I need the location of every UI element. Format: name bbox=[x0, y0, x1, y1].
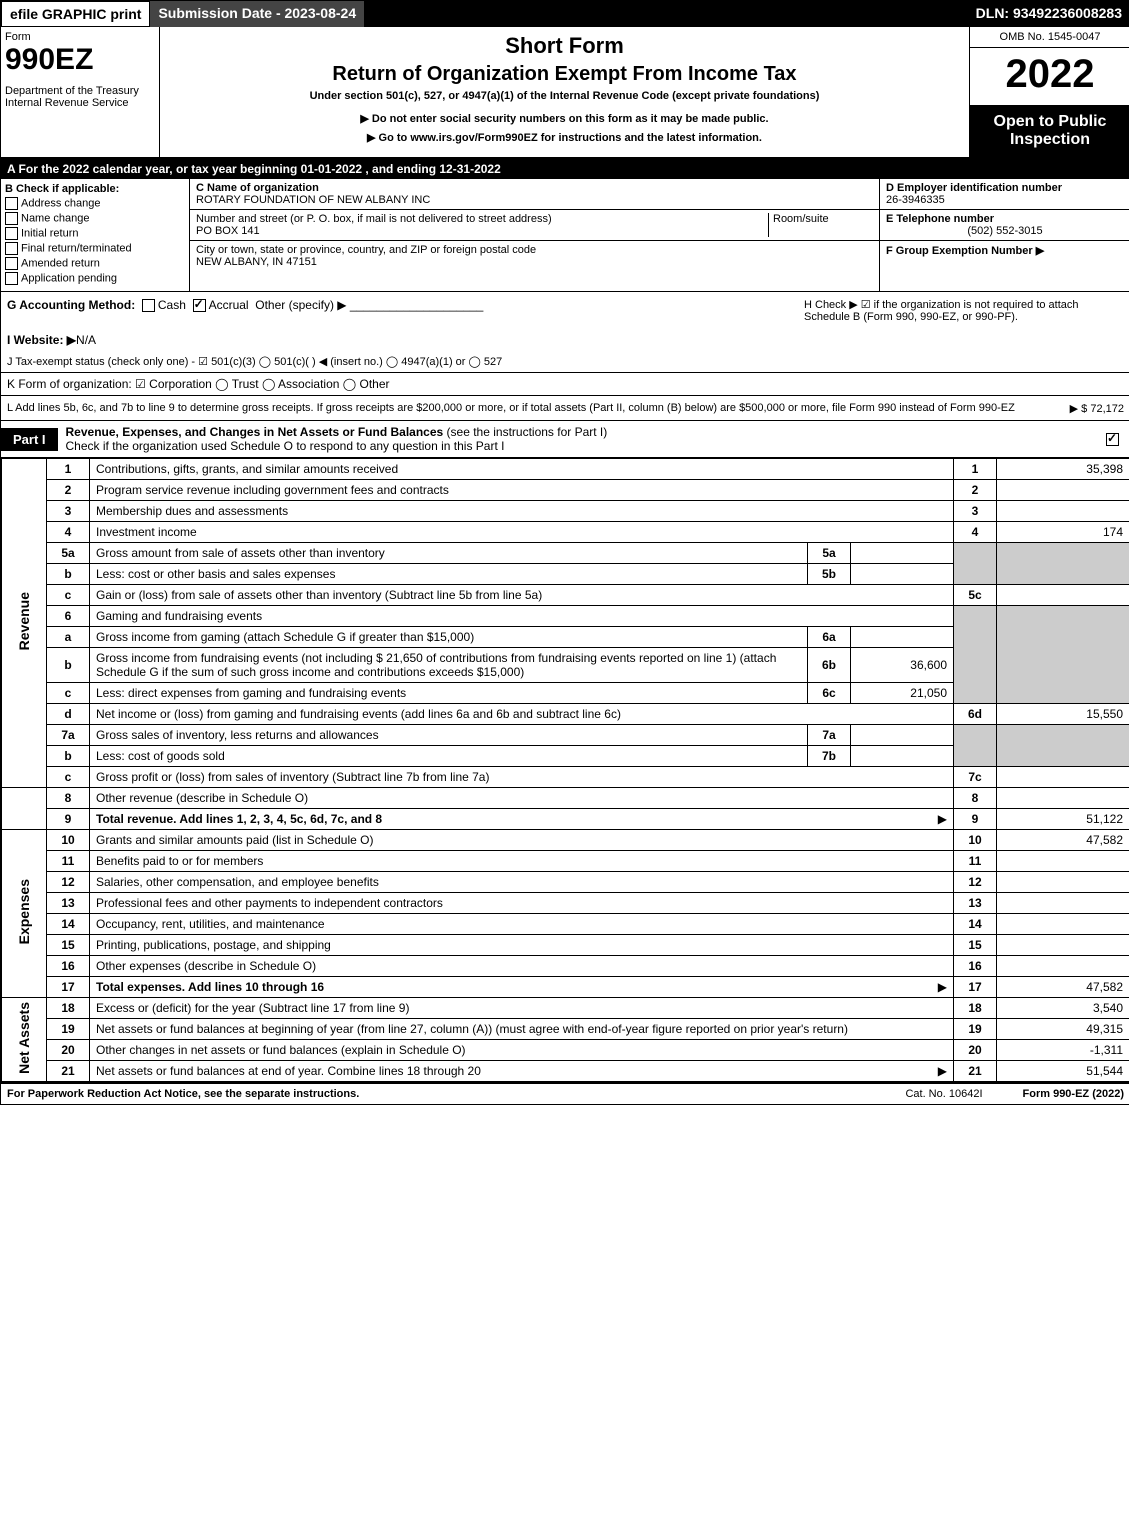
chk-address-change[interactable]: Address change bbox=[5, 197, 185, 210]
chk-application-pending[interactable]: Application pending bbox=[5, 272, 185, 285]
title-short-form: Short Form bbox=[166, 33, 963, 59]
group-exemption-label: F Group Exemption Number ▶ bbox=[886, 245, 1044, 257]
title-return: Return of Organization Exempt From Incom… bbox=[166, 63, 963, 86]
line-a: A For the 2022 calendar year, or tax yea… bbox=[1, 159, 1129, 179]
col-c: C Name of organization ROTARY FOUNDATION… bbox=[190, 179, 879, 291]
department: Department of the Treasury Internal Reve… bbox=[5, 85, 155, 109]
revenue-table: Revenue 1 Contributions, gifts, grants, … bbox=[1, 458, 1129, 1082]
subtitle-goto: ▶ Go to www.irs.gov/Form990EZ for instru… bbox=[166, 131, 963, 144]
org-address: PO BOX 141 bbox=[196, 225, 260, 237]
c-addr-label: Number and street (or P. O. box, if mail… bbox=[196, 213, 552, 225]
part-i-subtitle: (see the instructions for Part I) bbox=[447, 425, 608, 439]
line-i: I Website: ▶N/A bbox=[1, 329, 1129, 351]
chk-name-change[interactable]: Name change bbox=[5, 212, 185, 225]
c-city-label: City or town, state or province, country… bbox=[196, 244, 536, 256]
top-bar: efile GRAPHIC print Submission Date - 20… bbox=[1, 1, 1129, 27]
section-b-c-d: B Check if applicable: Address change Na… bbox=[1, 179, 1129, 292]
chk-initial-return[interactable]: Initial return bbox=[5, 227, 185, 240]
tel-value: (502) 552-3015 bbox=[886, 225, 1124, 237]
expenses-side-label: Expenses bbox=[2, 830, 47, 998]
line-k: K Form of organization: ☑ Corporation ◯ … bbox=[1, 372, 1129, 396]
revenue-side-label: Revenue bbox=[2, 459, 47, 788]
open-inspection: Open to Public Inspection bbox=[970, 105, 1129, 157]
part-i-checkbox[interactable] bbox=[1106, 433, 1119, 446]
ein-value: 26-3946335 bbox=[886, 194, 945, 206]
footer-left: For Paperwork Reduction Act Notice, see … bbox=[7, 1088, 865, 1100]
page-footer: For Paperwork Reduction Act Notice, see … bbox=[1, 1082, 1129, 1104]
form-number: 990EZ bbox=[5, 43, 155, 77]
org-city: NEW ALBANY, IN 47151 bbox=[196, 256, 317, 268]
part-i-title: Revenue, Expenses, and Changes in Net As… bbox=[66, 425, 444, 439]
footer-cat: Cat. No. 10642I bbox=[905, 1088, 982, 1100]
submission-date: Submission Date - 2023-08-24 bbox=[150, 1, 364, 27]
room-label: Room/suite bbox=[773, 213, 829, 225]
line-j: J Tax-exempt status (check only one) - ☑… bbox=[1, 351, 1129, 372]
line-l-amount: ▶ $ 72,172 bbox=[1070, 402, 1124, 415]
footer-form: Form 990-EZ (2022) bbox=[1023, 1088, 1124, 1100]
line-l: L Add lines 5b, 6c, and 7b to line 9 to … bbox=[1, 396, 1129, 420]
col-b: B Check if applicable: Address change Na… bbox=[1, 179, 190, 291]
chk-amended-return[interactable]: Amended return bbox=[5, 257, 185, 270]
efile-label: efile GRAPHIC print bbox=[1, 1, 150, 27]
dln: DLN: 93492236008283 bbox=[968, 1, 1129, 27]
part-i-header: Part I Revenue, Expenses, and Changes in… bbox=[1, 420, 1129, 458]
g-label: G Accounting Method: bbox=[7, 298, 135, 312]
col-d: D Employer identification number 26-3946… bbox=[879, 179, 1129, 291]
omb-number: OMB No. 1545-0047 bbox=[970, 27, 1129, 48]
tel-label: E Telephone number bbox=[886, 213, 994, 225]
org-name: ROTARY FOUNDATION OF NEW ALBANY INC bbox=[196, 194, 430, 206]
tax-year: 2022 bbox=[970, 48, 1129, 101]
chk-final-return[interactable]: Final return/terminated bbox=[5, 242, 185, 255]
line-h: H Check ▶ ☑ if the organization is not r… bbox=[804, 298, 1124, 323]
form-header: Form 990EZ Department of the Treasury In… bbox=[1, 27, 1129, 159]
form-label: Form bbox=[5, 31, 155, 43]
b-header: B Check if applicable: bbox=[5, 183, 185, 195]
netassets-side-label: Net Assets bbox=[2, 998, 47, 1082]
subtitle-ssn: ▶ Do not enter social security numbers o… bbox=[166, 112, 963, 125]
part-i-tag: Part I bbox=[1, 428, 58, 451]
subtitle-section: Under section 501(c), 527, or 4947(a)(1)… bbox=[166, 90, 963, 102]
ein-label: D Employer identification number bbox=[886, 182, 1062, 194]
line-g-h: G Accounting Method: Cash Accrual Other … bbox=[1, 292, 1129, 329]
part-i-check: Check if the organization used Schedule … bbox=[66, 439, 505, 453]
c-name-label: C Name of organization bbox=[196, 182, 319, 194]
